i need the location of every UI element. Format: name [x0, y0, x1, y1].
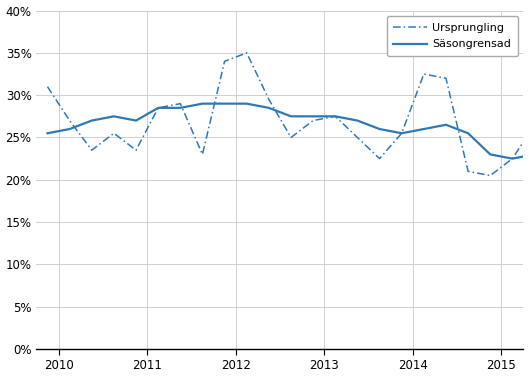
Ursprungling	[509, 156, 516, 161]
Säsongrensad	[443, 122, 449, 127]
Ursprungling	[67, 118, 73, 123]
Säsongrensad	[465, 131, 471, 136]
Ursprungling	[443, 76, 449, 81]
Säsongrensad	[332, 114, 339, 119]
Ursprungling	[243, 51, 250, 55]
Säsongrensad	[243, 101, 250, 106]
Ursprungling	[88, 148, 95, 152]
Säsongrensad	[177, 105, 184, 110]
Säsongrensad	[222, 101, 228, 106]
Säsongrensad	[421, 127, 427, 131]
Säsongrensad	[487, 152, 494, 156]
Ursprungling	[332, 114, 339, 119]
Säsongrensad	[67, 127, 73, 131]
Ursprungling	[44, 84, 51, 89]
Ursprungling	[354, 135, 361, 140]
Säsongrensad	[111, 114, 117, 119]
Säsongrensad	[266, 105, 272, 110]
Ursprungling	[155, 105, 161, 110]
Säsongrensad	[310, 114, 316, 119]
Säsongrensad	[509, 156, 516, 161]
Ursprungling	[310, 118, 316, 123]
Säsongrensad	[44, 131, 51, 136]
Ursprungling	[288, 135, 294, 140]
Line: Säsongrensad: Säsongrensad	[48, 104, 529, 167]
Ursprungling	[487, 173, 494, 178]
Ursprungling	[222, 59, 228, 64]
Line: Ursprungling: Ursprungling	[48, 53, 529, 205]
Säsongrensad	[133, 118, 139, 123]
Säsongrensad	[398, 131, 405, 136]
Ursprungling	[266, 97, 272, 102]
Säsongrensad	[376, 127, 382, 131]
Ursprungling	[421, 72, 427, 76]
Ursprungling	[177, 101, 184, 106]
Säsongrensad	[354, 118, 361, 123]
Säsongrensad	[88, 118, 95, 123]
Ursprungling	[199, 152, 206, 156]
Säsongrensad	[155, 105, 161, 110]
Legend: Ursprungling, Säsongrensad: Ursprungling, Säsongrensad	[387, 16, 518, 56]
Säsongrensad	[288, 114, 294, 119]
Ursprungling	[398, 131, 405, 136]
Säsongrensad	[199, 101, 206, 106]
Ursprungling	[111, 131, 117, 136]
Ursprungling	[376, 156, 382, 161]
Ursprungling	[133, 148, 139, 152]
Ursprungling	[465, 169, 471, 174]
